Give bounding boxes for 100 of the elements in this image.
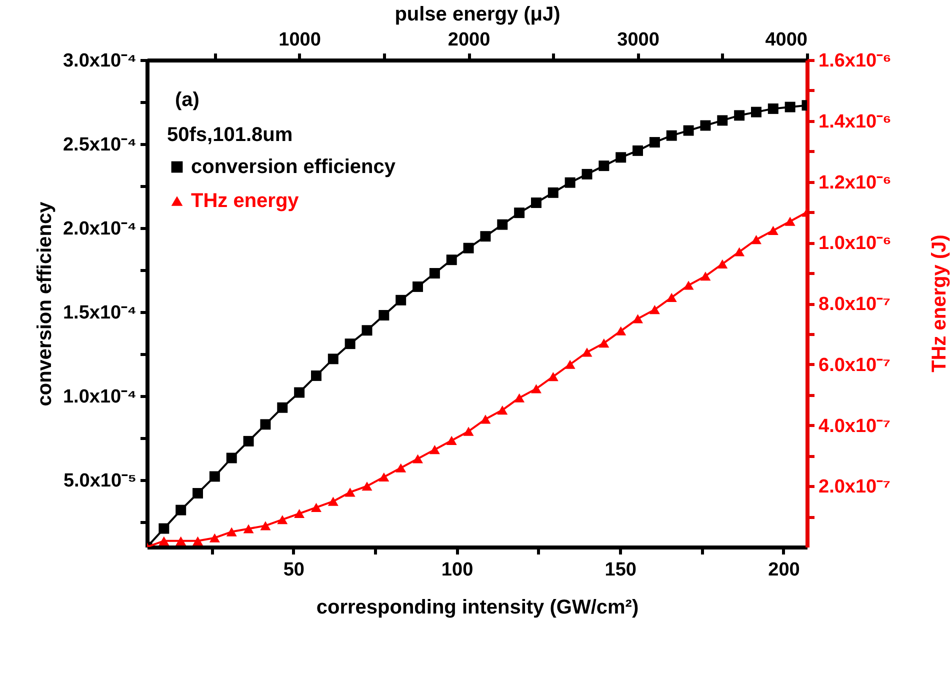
point [666,292,677,302]
point [412,281,424,292]
point [328,496,338,506]
point [260,419,271,430]
point [683,125,694,136]
point [328,354,338,364]
point [683,280,694,290]
x2-tick-label: 3000 [617,30,660,50]
legend-title: 50fs,101.8um [167,124,293,146]
legend-label: conversion efficiency [191,156,396,178]
point [396,463,406,472]
point [209,533,220,542]
annotation: (a) [175,89,200,111]
point [784,102,796,112]
x2-tick-label: 4000 [765,30,808,50]
point [158,523,170,534]
point [564,177,576,188]
point [243,524,254,534]
point [192,488,204,499]
point [226,527,237,536]
point [294,508,305,518]
point [666,130,677,141]
y2-tick-label: 1.0x10⁻⁶ [818,233,892,254]
y-tick-label: 2.5x10⁻⁴ [62,134,136,156]
point [396,294,406,306]
point [700,120,711,131]
point [514,393,525,402]
point [463,242,474,254]
y-tick-label: 3.0x10⁻⁴ [62,50,136,72]
point [362,325,372,336]
point [192,536,204,546]
x2-tick-label: 2000 [448,30,490,50]
point [463,426,474,436]
point [530,384,542,394]
point [362,482,372,491]
point [700,272,711,281]
point [480,414,491,424]
point [226,452,237,464]
y2-tick-label: 8.0x10⁻⁷ [818,294,891,315]
point [260,521,271,530]
y-tick-label: 1.0x10⁻⁴ [62,386,136,408]
point [598,160,610,172]
point [344,488,356,497]
point [243,436,254,446]
point [632,145,644,156]
point [412,454,424,464]
point [378,472,390,482]
point [310,502,322,512]
point [632,314,644,324]
point [750,106,762,118]
y2-tick-label: 1.4x10⁻⁶ [818,111,892,132]
point [310,370,322,381]
point [768,103,778,114]
point [277,515,288,524]
y2-tick-label: 6.0x10⁻⁷ [818,354,891,376]
point [750,235,762,244]
point [548,372,558,382]
y-axis-title: conversion efficiency [34,200,56,406]
point [717,259,728,268]
point [530,197,542,208]
x-tick-label: 200 [768,560,800,580]
point [734,110,745,121]
y2-axis-title: THz energy (J) [928,234,950,372]
point [277,402,288,413]
x-tick-label: 100 [441,560,474,580]
point [344,338,356,350]
point [176,504,186,516]
y2-tick-label: 2.0x10⁻⁷ [818,476,891,498]
point [734,247,745,256]
legend-label: THz energy [191,190,300,212]
point [598,338,610,348]
point [378,310,390,320]
point [768,226,778,235]
point [429,268,440,279]
point [717,115,728,126]
point [784,216,796,226]
point [497,219,508,230]
point [446,436,457,446]
point [616,152,626,163]
point [514,208,525,218]
point [158,536,170,546]
point [582,348,592,357]
point [649,137,660,148]
point [649,305,660,314]
y-tick-label: 1.5x10⁻⁴ [62,302,136,324]
x-axis-title: corresponding intensity (GW/cm²) [316,596,639,618]
x2-axis-title: pulse energy (μJ) [394,4,560,26]
point [497,405,508,415]
point [429,445,440,454]
point [548,187,558,198]
y2-tick-label: 1.6x10⁻⁶ [818,50,892,72]
point [176,536,186,546]
point [582,168,592,180]
x-tick-label: 150 [604,560,636,580]
point [209,471,220,482]
point [564,360,576,369]
y-tick-label: 5.0x10⁻⁵ [63,470,136,492]
y-tick-label: 2.0x10⁻⁴ [62,218,136,240]
y2-tick-label: 4.0x10⁻⁷ [818,416,891,437]
point [294,387,305,398]
